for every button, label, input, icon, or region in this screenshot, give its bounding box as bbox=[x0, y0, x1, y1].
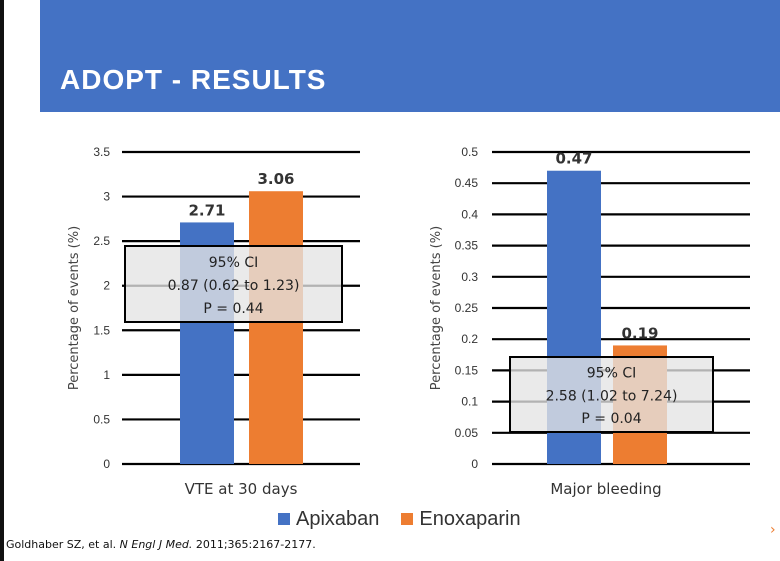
ci-annotation-text: 2.58 (1.02 to 7.24) bbox=[546, 388, 678, 404]
y-tick-label: 0.35 bbox=[455, 239, 479, 253]
y-tick-label: 0.5 bbox=[93, 412, 110, 426]
y-tick-label: 3.5 bbox=[93, 145, 110, 159]
y-tick-label: 1 bbox=[103, 368, 110, 382]
legend-swatch-enoxaparin bbox=[401, 513, 414, 525]
chart-legend: Apixaban Enoxaparin bbox=[278, 506, 543, 532]
x-category-label: VTE at 30 days bbox=[185, 480, 298, 498]
citation: Goldhaber SZ, et al. N Engl J Med. 2011;… bbox=[6, 538, 316, 551]
citation-journal: N Engl J Med. bbox=[119, 538, 193, 551]
y-axis-label: Percentage of events (%) bbox=[67, 226, 82, 390]
y-tick-label: 0.15 bbox=[455, 363, 479, 377]
ci-annotation-text: P = 0.44 bbox=[203, 301, 263, 317]
ci-annotation-text: 0.87 (0.62 to 1.23) bbox=[168, 278, 300, 294]
ci-annotation-text: 95% CI bbox=[209, 255, 258, 271]
legend-swatch-apixaban bbox=[278, 513, 290, 525]
y-tick-label: 0.3 bbox=[461, 270, 478, 284]
y-tick-label: 0 bbox=[471, 457, 478, 471]
bar-enoxaparin bbox=[249, 191, 303, 465]
y-tick-label: 2 bbox=[103, 279, 110, 293]
corner-arrow-icon: › bbox=[770, 522, 776, 538]
slide-title: ADOPT - RESULTS bbox=[60, 64, 327, 95]
ci-annotation-box bbox=[509, 356, 714, 433]
y-tick-label: 0.5 bbox=[461, 145, 478, 159]
y-tick-label: 0.05 bbox=[455, 426, 479, 440]
legend-item-enoxaparin: Enoxaparin bbox=[401, 507, 521, 531]
data-label: 3.06 bbox=[257, 170, 294, 188]
y-tick-label: 0.25 bbox=[455, 301, 479, 315]
slide-left-edge bbox=[0, 0, 4, 561]
legend-item-apixaban: Apixaban bbox=[278, 508, 379, 531]
y-axis-label: Percentage of events (%) bbox=[429, 226, 444, 390]
y-tick-label: 2.5 bbox=[93, 234, 110, 248]
y-tick-label: 0.45 bbox=[455, 176, 479, 190]
y-tick-label: 1.5 bbox=[93, 323, 110, 337]
legend-label-enoxaparin: Enoxaparin bbox=[419, 507, 521, 530]
y-tick-label: 3 bbox=[103, 190, 110, 204]
title-banner bbox=[40, 0, 780, 112]
legend-label-apixaban: Apixaban bbox=[296, 507, 380, 530]
y-tick-label: 0.4 bbox=[461, 207, 478, 221]
data-label: 2.71 bbox=[188, 201, 225, 219]
data-label: 0.19 bbox=[621, 324, 658, 342]
y-tick-label: 0.1 bbox=[461, 395, 478, 409]
ci-annotation-text: P = 0.04 bbox=[581, 411, 641, 427]
citation-reference: 2011;365:2167-2177. bbox=[195, 538, 316, 551]
y-tick-label: 0.2 bbox=[461, 332, 478, 346]
ci-annotation-box bbox=[124, 245, 343, 323]
x-category-label: Major bleeding bbox=[550, 480, 661, 498]
ci-annotation-text: 95% CI bbox=[587, 366, 636, 382]
citation-authors: Goldhaber SZ, et al. bbox=[6, 538, 117, 551]
data-label: 0.47 bbox=[555, 150, 592, 168]
y-tick-label: 0 bbox=[103, 457, 110, 471]
